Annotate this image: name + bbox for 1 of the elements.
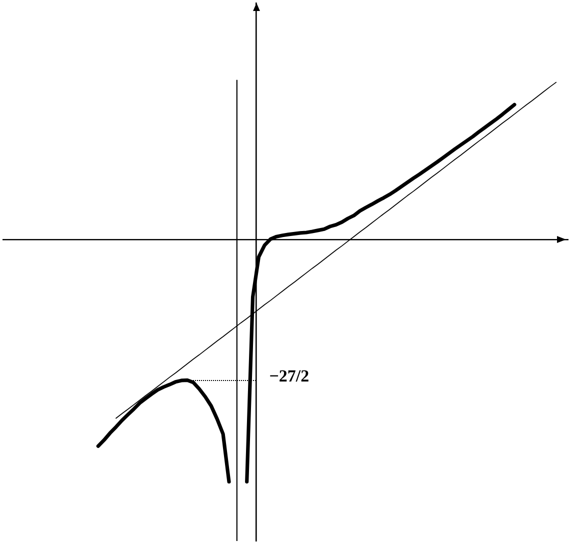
annotation: −27/2: [269, 366, 310, 386]
